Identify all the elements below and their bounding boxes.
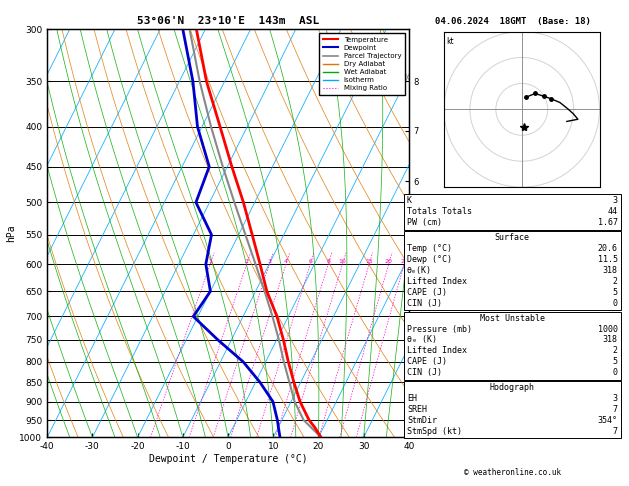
Text: CIN (J): CIN (J)	[407, 368, 442, 377]
Text: 0: 0	[613, 299, 618, 308]
Text: 5: 5	[613, 288, 618, 297]
Text: 20: 20	[385, 259, 392, 264]
Text: 318: 318	[603, 335, 618, 345]
Text: 4: 4	[284, 259, 288, 264]
Text: Most Unstable: Most Unstable	[480, 313, 545, 323]
Text: Lifted Index: Lifted Index	[407, 277, 467, 286]
Text: 3: 3	[267, 259, 271, 264]
Legend: Temperature, Dewpoint, Parcel Trajectory, Dry Adiabat, Wet Adiabat, Isotherm, Mi: Temperature, Dewpoint, Parcel Trajectory…	[318, 33, 405, 95]
Text: K: K	[407, 196, 412, 206]
Text: 8: 8	[326, 259, 330, 264]
Text: 44: 44	[608, 208, 618, 216]
Text: LCL: LCL	[411, 384, 425, 393]
Title: 53°06'N  23°10'E  143m  ASL: 53°06'N 23°10'E 143m ASL	[137, 16, 319, 26]
Text: Temp (°C): Temp (°C)	[407, 244, 452, 253]
X-axis label: Dewpoint / Temperature (°C): Dewpoint / Temperature (°C)	[148, 454, 308, 464]
Text: 15: 15	[365, 259, 373, 264]
Text: 354°: 354°	[598, 416, 618, 425]
Text: Surface: Surface	[495, 233, 530, 242]
Text: Hodograph: Hodograph	[490, 383, 535, 392]
Text: Dewp (°C): Dewp (°C)	[407, 255, 452, 264]
Text: 20.6: 20.6	[598, 244, 618, 253]
Text: θₑ(K): θₑ(K)	[407, 266, 432, 275]
Text: StmSpd (kt): StmSpd (kt)	[407, 427, 462, 436]
Text: 1000: 1000	[598, 325, 618, 333]
Text: CAPE (J): CAPE (J)	[407, 288, 447, 297]
Text: 5: 5	[613, 357, 618, 366]
Text: 7: 7	[613, 405, 618, 414]
Text: StmDir: StmDir	[407, 416, 437, 425]
Text: SREH: SREH	[407, 405, 427, 414]
Text: 2: 2	[245, 259, 248, 264]
Text: 3: 3	[613, 196, 618, 206]
Text: 04.06.2024  18GMT  (Base: 18): 04.06.2024 18GMT (Base: 18)	[435, 17, 591, 26]
Text: 11.5: 11.5	[598, 255, 618, 264]
Text: 0: 0	[613, 368, 618, 377]
Text: 318: 318	[603, 266, 618, 275]
Text: 6: 6	[308, 259, 312, 264]
Text: CIN (J): CIN (J)	[407, 299, 442, 308]
Text: © weatheronline.co.uk: © weatheronline.co.uk	[464, 468, 561, 477]
Text: 1: 1	[208, 259, 212, 264]
Text: CAPE (J): CAPE (J)	[407, 357, 447, 366]
Text: 1.67: 1.67	[598, 218, 618, 227]
Text: 10: 10	[338, 259, 347, 264]
Y-axis label: km
ASL: km ASL	[433, 224, 449, 243]
Text: Lifted Index: Lifted Index	[407, 347, 467, 355]
Text: EH: EH	[407, 394, 417, 403]
Text: 7: 7	[613, 427, 618, 436]
Text: 2: 2	[613, 347, 618, 355]
Text: 2: 2	[613, 277, 618, 286]
Text: 25: 25	[400, 259, 408, 264]
Text: Totals Totals: Totals Totals	[407, 208, 472, 216]
Text: 3: 3	[613, 394, 618, 403]
Text: Pressure (mb): Pressure (mb)	[407, 325, 472, 333]
Y-axis label: hPa: hPa	[6, 225, 16, 242]
Text: θₑ (K): θₑ (K)	[407, 335, 437, 345]
Text: kt: kt	[447, 37, 454, 46]
Text: PW (cm): PW (cm)	[407, 218, 442, 227]
